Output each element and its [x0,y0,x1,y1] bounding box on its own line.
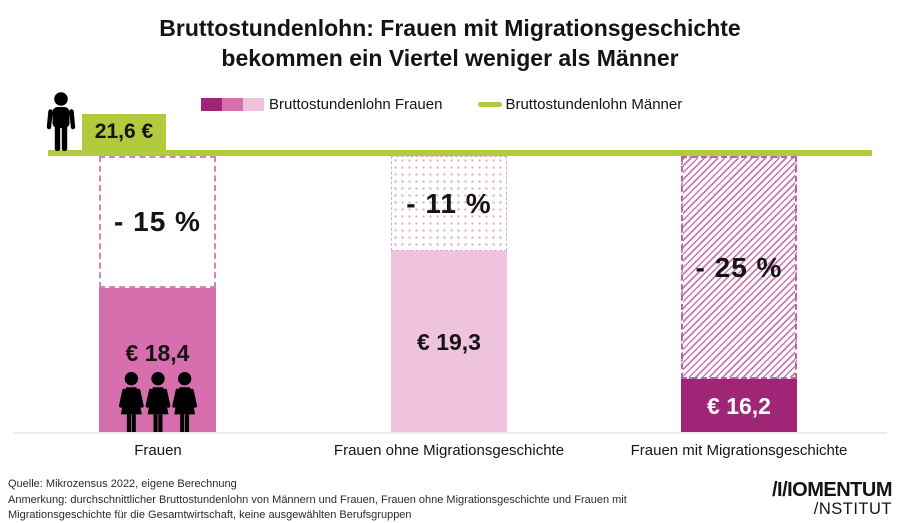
category-label-frauen: Frauen [134,442,182,459]
momentum-institut-logo: /I/IOMENTUM /NSTITUT [772,480,892,518]
chart-title: Bruttostundenlohn: Frauen mit Migrations… [130,13,770,74]
bar-frauen: - 15 % € 18,4 [99,156,216,433]
legend-label-men: Bruttostundenlohn Männer [505,96,682,113]
swatch-light [243,98,264,111]
x-axis-baseline [13,432,887,434]
source-line: Quelle: Mikrozensus 2022, eigene Berechn… [8,477,627,493]
bar-frauen-ohne-migration-gap-segment: - 11 % [391,156,507,251]
bar-frauen-ohne-migration-value-label: € 19,3 [417,329,481,356]
bar-frauen-ohne-migration-gap-label: - 11 % [406,188,491,220]
swatch-medium [222,98,243,111]
note-line-2: Migrationsgeschichte für die Gesamtwirts… [8,508,627,523]
bar-frauen-mit-migration-gap-label: - 25 % [696,252,783,284]
men-line-swatch [478,102,502,107]
bar-frauen-ohne-migration-solid-segment: € 19,3 [391,251,507,433]
legend: Bruttostundenlohn Frauen Bruttostundenlo… [201,96,682,113]
bar-frauen-value-label: € 18,4 [126,340,190,367]
bar-frauen-gap-label: - 15 % [114,206,201,238]
legend-label-women: Bruttostundenlohn Frauen [269,96,442,113]
bar-frauen-ohne-migration: - 11 % € 19,3 [391,156,507,433]
men-value-box: 21,6 € [82,114,166,150]
women-group-icon [118,371,198,433]
category-label-frauen-mit-migration: Frauen mit Migrationsgeschichte [631,442,848,459]
legend-item-men: Bruttostundenlohn Männer [478,96,682,113]
swatch-dark [201,98,222,111]
note-line-1: Anmerkung: durchschnittlicher Bruttostun… [8,493,627,509]
men-value-label: 21,6 € [95,120,153,144]
man-icon [42,92,80,152]
footnote: Quelle: Mikrozensus 2022, eigene Berechn… [8,477,627,523]
bar-frauen-solid-segment: € 18,4 [99,288,216,433]
women-color-swatch [201,98,264,111]
bar-frauen-mit-migration-value-label: € 16,2 [707,393,771,420]
bar-frauen-mit-migration-gap-segment: - 25 % [681,156,797,379]
logo-institut-text: /NSTITUT [772,501,892,518]
bar-frauen-mit-migration-solid-segment: € 16,2 [681,379,797,433]
infographic-canvas: Bruttostundenlohn: Frauen mit Migrations… [0,0,900,523]
bar-frauen-gap-segment: - 15 % [99,156,216,288]
bar-frauen-mit-migration: - 25 % € 16,2 [681,156,797,433]
logo-momentum-text: /I/IOMENTUM [772,480,892,501]
legend-item-women: Bruttostundenlohn Frauen [201,96,442,113]
category-label-frauen-ohne-migration: Frauen ohne Migrationsgeschichte [334,442,564,459]
